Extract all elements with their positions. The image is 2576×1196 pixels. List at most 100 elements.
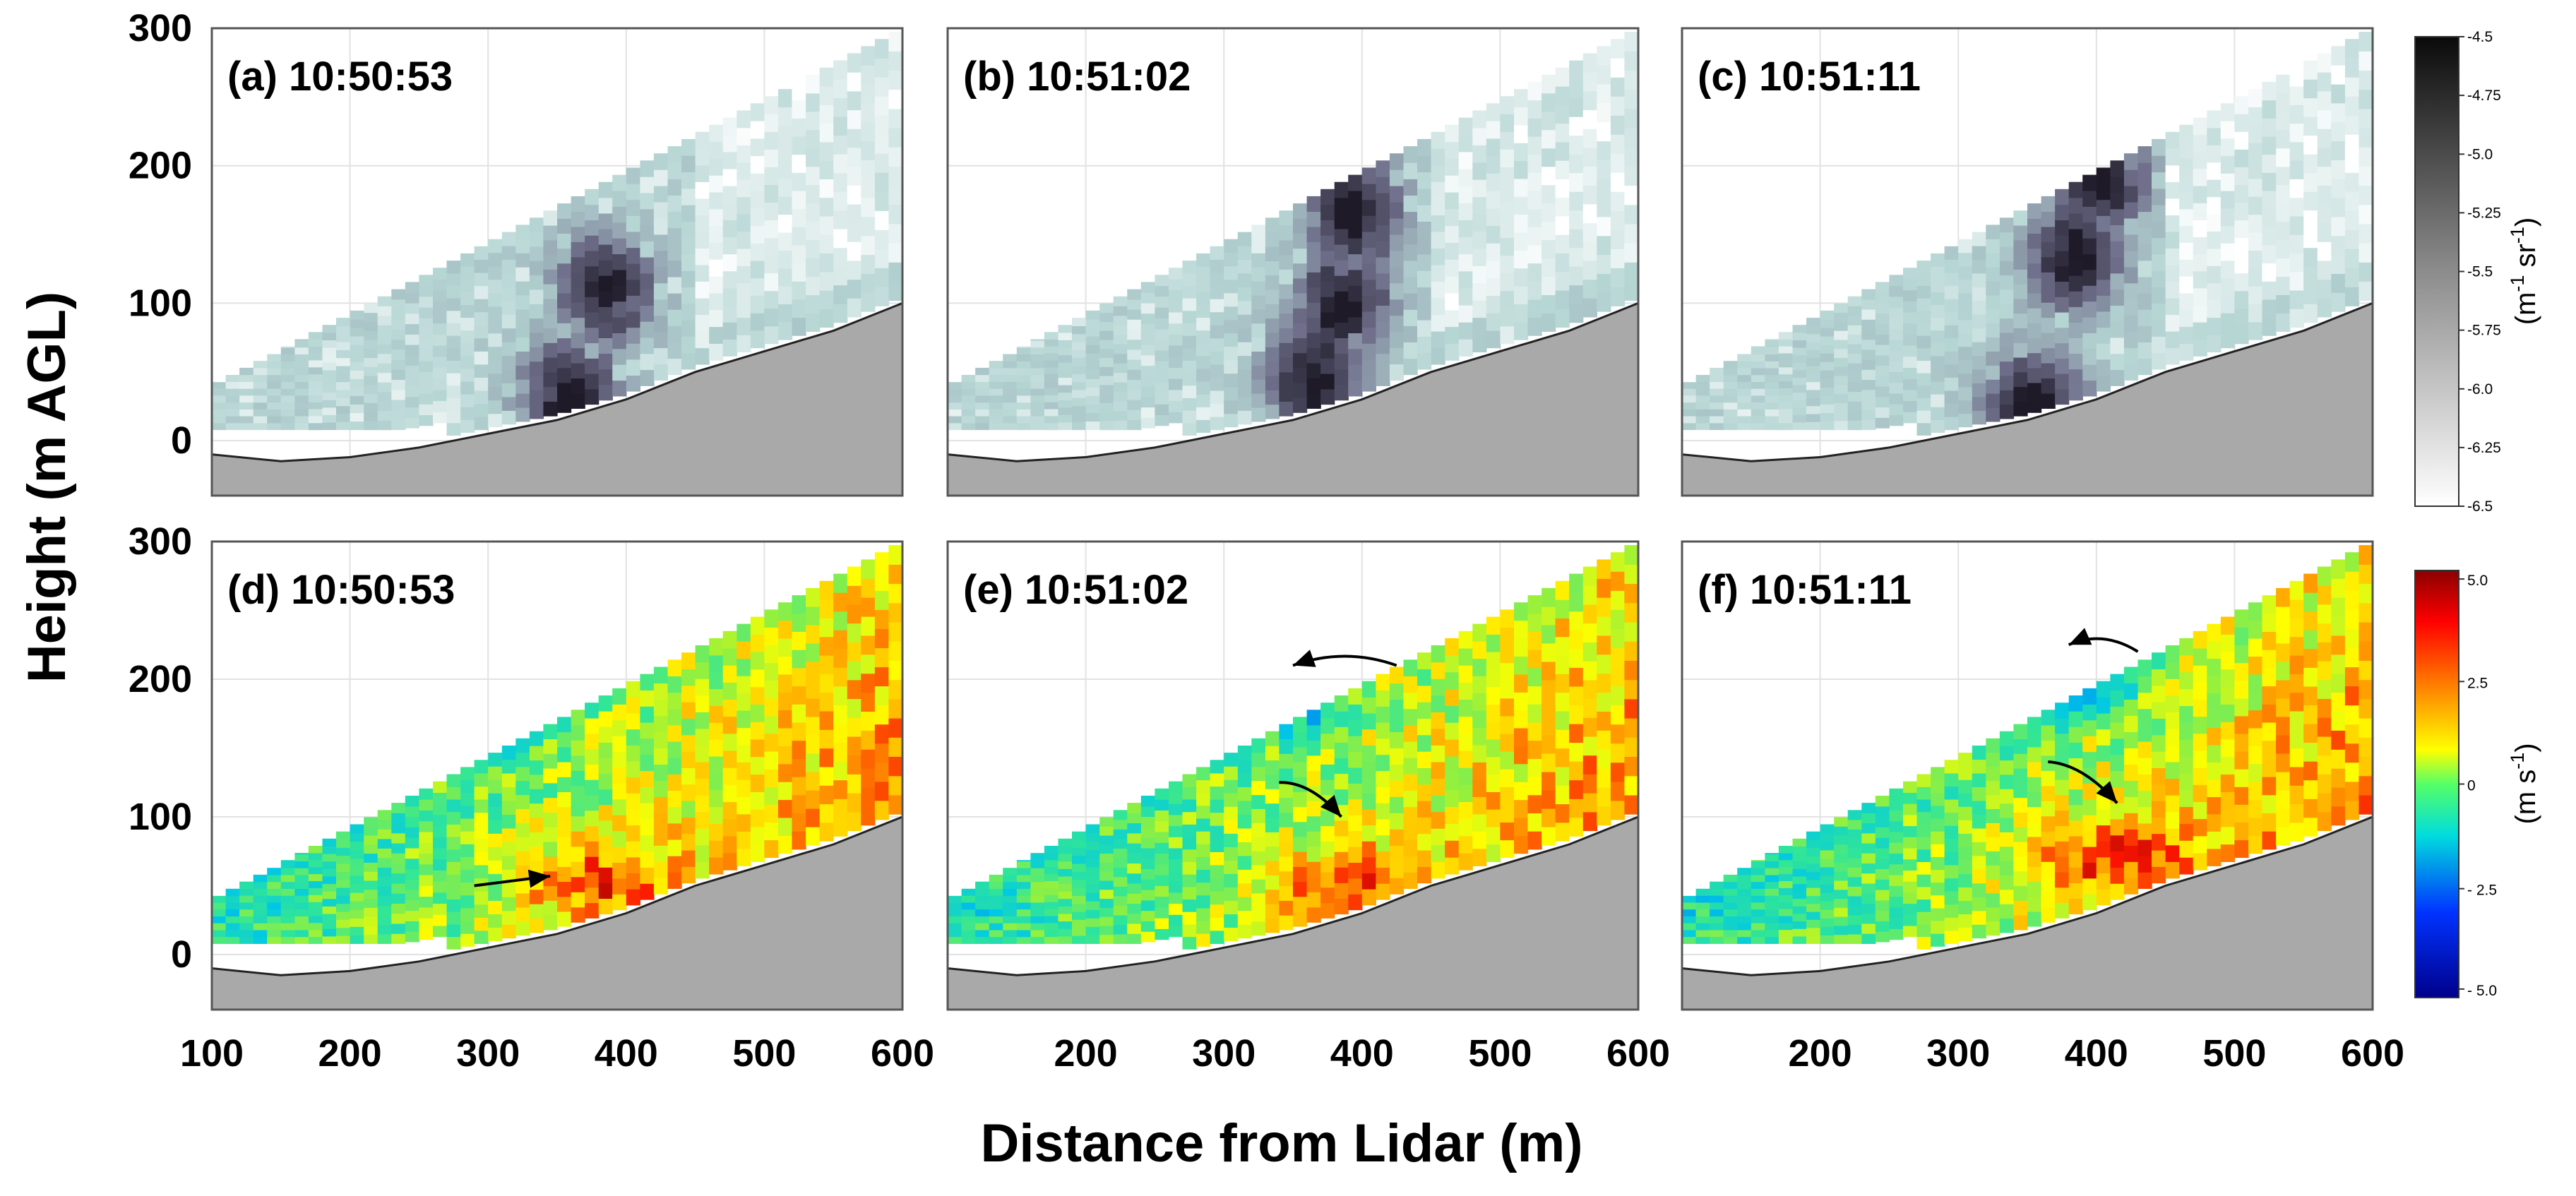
data-cell (2207, 676, 2222, 694)
data-cell (377, 810, 392, 820)
data-cell (681, 685, 696, 702)
data-cell (1058, 385, 1073, 393)
data-cell (2248, 214, 2263, 233)
data-cell (1169, 389, 1183, 401)
data-cell (1237, 787, 1252, 801)
data-cell (764, 609, 779, 628)
data-cell (1320, 297, 1335, 313)
data-cell (640, 353, 655, 371)
data-cell (2193, 134, 2207, 153)
data-cell (1196, 368, 1211, 382)
data-cell (460, 831, 475, 844)
data-cell (1306, 724, 1321, 741)
data-cell (1058, 921, 1073, 929)
data-cell (764, 167, 779, 185)
data-cell (336, 839, 351, 848)
data-cell (2220, 313, 2235, 331)
data-cell (1196, 317, 1211, 331)
data-cell (1889, 382, 1904, 394)
data-cell (612, 269, 627, 286)
data-cell (2344, 666, 2360, 687)
data-cell (336, 927, 351, 936)
data-cell (1279, 371, 1294, 388)
data-cell (1431, 231, 1445, 249)
data-cell (1361, 263, 1376, 280)
data-cell (1403, 839, 1418, 856)
data-cell (474, 904, 489, 918)
data-cell (391, 813, 406, 824)
data-cell (948, 422, 962, 431)
data-cell (1555, 580, 1570, 600)
data-cell (640, 867, 655, 884)
data-cell (1169, 268, 1183, 280)
data-cell (405, 282, 419, 293)
data-cell (364, 907, 378, 917)
data-cell (1099, 402, 1114, 412)
data-cell (1127, 309, 1142, 320)
data-cell (1765, 339, 1779, 341)
data-cell (1916, 422, 1931, 436)
data-cell (975, 929, 990, 938)
data-cell (861, 235, 876, 256)
data-cell (501, 328, 516, 342)
data-cell (419, 820, 434, 832)
data-cell (653, 266, 669, 284)
data-cell (1889, 799, 1904, 811)
data-cell (2123, 153, 2139, 170)
data-cell (1058, 407, 1073, 415)
data-cell (1792, 325, 1807, 333)
data-cell (961, 402, 976, 409)
data-cell (405, 890, 419, 901)
data-cell (1847, 838, 1862, 849)
data-cell (961, 929, 976, 938)
data-cell (543, 342, 558, 358)
data-cell (557, 218, 572, 234)
data-cell (322, 325, 337, 333)
data-cell (350, 858, 364, 868)
data-cell (1044, 887, 1059, 895)
data-cell (1113, 353, 1128, 364)
data-cell (1196, 856, 1211, 871)
data-cell (1306, 892, 1321, 908)
data-cell (847, 72, 861, 92)
data-cell (1030, 853, 1045, 855)
data-cell (2152, 702, 2166, 719)
data-cell (1861, 903, 1876, 914)
data-cell (1834, 889, 1849, 899)
data-cell (2082, 862, 2097, 879)
data-cell (212, 402, 227, 409)
data-cell (1542, 679, 1556, 699)
data-cell (1569, 817, 1584, 837)
data-cell (2193, 270, 2207, 289)
data-cell (695, 131, 710, 149)
data-cell (1210, 285, 1224, 299)
data-cell (2013, 871, 2028, 887)
data-cell (2344, 191, 2360, 211)
data-cell (1624, 166, 1639, 186)
data-cell (681, 270, 696, 288)
data-cell (2110, 160, 2125, 177)
data-cell (2165, 828, 2180, 846)
data-cell (1058, 421, 1073, 431)
data-cell (1445, 141, 1460, 159)
data-cell (433, 301, 448, 313)
data-cell (446, 385, 461, 398)
data-cell (695, 778, 710, 796)
data-cell (722, 339, 737, 357)
data-cell (667, 244, 682, 261)
data-cell (1944, 825, 1959, 839)
data-cell (1527, 722, 1542, 741)
data-cell (778, 620, 793, 639)
data-cell (1251, 351, 1266, 366)
data-cell (2344, 552, 2360, 572)
data-cell (1972, 259, 1986, 274)
data-cell (2179, 242, 2194, 260)
data-cell (1058, 913, 1073, 922)
data-cell (681, 253, 696, 271)
data-cell (364, 384, 378, 395)
data-cell (1348, 688, 1363, 705)
data-cell (585, 297, 600, 313)
data-cell (1072, 421, 1087, 431)
data-cell (1931, 921, 1945, 934)
data-cell (1003, 909, 1018, 916)
